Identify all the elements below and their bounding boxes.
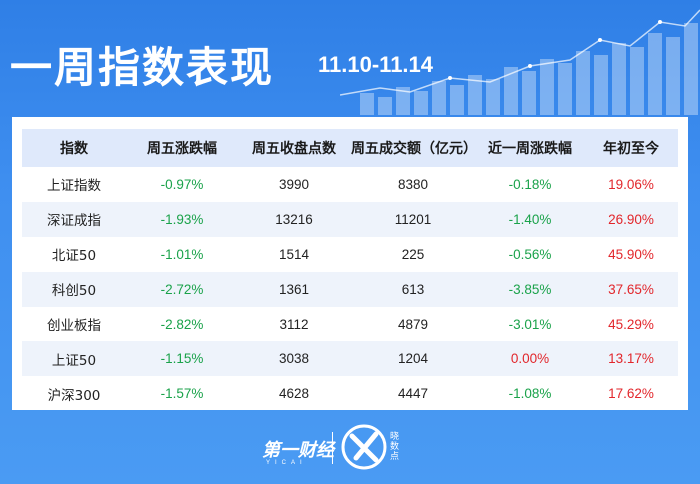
ytd-cell: 45.90%: [608, 246, 654, 262]
turnover-cell: 4879: [397, 316, 429, 332]
yicai-logo-sub: YICAI: [266, 460, 307, 466]
ytd-cell: 13.17%: [584, 341, 678, 377]
yicai-logo: 第一财经: [262, 440, 334, 461]
table-header-row: 指数 周五涨跌幅 周五收盘点数 周五成交额（亿元） 近一周涨跌幅 年初至今: [22, 129, 678, 167]
xiaoshudian-logo-icon: [341, 424, 387, 470]
fri-change-cell: -0.97%: [160, 176, 204, 192]
column-header-fri-change: 周五涨跌幅: [126, 129, 238, 167]
ytd-cell: 17.62%: [608, 386, 654, 402]
fri-change-cell: -2.72%: [126, 271, 238, 307]
decorative-bar-chart: [340, 0, 700, 115]
turnover-cell: 4447: [397, 386, 429, 402]
close-cell: 3112: [279, 316, 309, 332]
week-change-cell: -3.01%: [508, 316, 552, 332]
turnover-cell: 225: [401, 246, 425, 262]
fri-change-cell: -1.15%: [126, 341, 238, 377]
date-range: 11.10-11.14: [318, 52, 434, 77]
table-row: 上证50 -1.15% 3038 1204 0.00% 13.17%: [22, 341, 678, 377]
ytd-cell: 37.65%: [584, 271, 678, 307]
week-change-cell: -1.40%: [476, 201, 584, 237]
ytd-cell: 45.29%: [608, 316, 654, 332]
page-title: 一周指数表现: [10, 43, 275, 92]
fri-change-cell: -2.82%: [160, 316, 204, 332]
table-row: 深证成指 -1.93% 13216 11201 -1.40% 26.90%: [22, 201, 678, 237]
close-cell: 3038: [238, 341, 350, 377]
close-cell: 4628: [278, 386, 310, 402]
week-change-cell: 0.00%: [476, 341, 584, 377]
column-header-ytd: 年初至今: [584, 129, 678, 167]
decorative-trend-line: [340, 9, 700, 96]
close-cell: 13216: [238, 201, 350, 237]
close-cell: 3990: [278, 176, 310, 192]
logo-divider: [332, 432, 333, 464]
index-table-card: 指数 周五涨跌幅 周五收盘点数 周五成交额（亿元） 近一周涨跌幅 年初至今 上证…: [12, 117, 688, 410]
column-header-week-change: 近一周涨跌幅: [476, 129, 584, 167]
turnover-cell: 613: [350, 271, 476, 307]
close-cell: 1514: [278, 246, 310, 262]
column-header-turnover: 周五成交额（亿元）: [350, 129, 477, 167]
week-change-cell: -1.08%: [508, 386, 552, 402]
close-cell: 1361: [238, 271, 350, 307]
turnover-cell: 8380: [397, 176, 429, 192]
fri-change-cell: -1.57%: [160, 386, 204, 402]
index-name: 上证50: [22, 341, 126, 377]
column-header-index: 指数: [22, 129, 126, 167]
footer-logos: 第一财经 YICAI 晓数点: [262, 418, 462, 474]
index-name: 科创50: [22, 271, 126, 307]
ytd-cell: 26.90%: [584, 201, 678, 237]
xiaoshudian-label: 晓数点: [390, 432, 400, 462]
column-header-close: 周五收盘点数: [238, 129, 350, 167]
table-row: 创业板指 -2.82% 3112 4879 -3.01% 45.29%: [22, 307, 678, 342]
fri-change-cell: -1.93%: [126, 201, 238, 237]
fri-change-cell: -1.01%: [160, 246, 204, 262]
index-name: 北证50: [51, 248, 97, 265]
turnover-cell: 11201: [350, 201, 476, 237]
index-name: 创业板指: [47, 318, 101, 334]
ytd-cell: 19.06%: [608, 176, 654, 192]
index-name: 深证成指: [22, 201, 126, 237]
week-change-cell: -0.56%: [508, 246, 552, 262]
table-row: 科创50 -2.72% 1361 613 -3.85% 37.65%: [22, 271, 678, 307]
table-row: 北证50 -1.01% 1514 225 -0.56% 45.90%: [22, 237, 678, 272]
turnover-cell: 1204: [350, 341, 476, 377]
index-name: 上证指数: [47, 178, 101, 195]
table-row: 沪深300 -1.57% 4628 4447 -1.08% 17.62%: [22, 376, 678, 411]
index-performance-table: 指数 周五涨跌幅 周五收盘点数 周五成交额（亿元） 近一周涨跌幅 年初至今 上证…: [22, 129, 678, 411]
table-row: 上证指数 -0.97% 3990 8380 -0.18% 19.06%: [22, 167, 678, 202]
week-change-cell: -3.85%: [476, 271, 584, 307]
week-change-cell: -0.18%: [508, 176, 552, 192]
index-name: 沪深300: [47, 387, 101, 404]
